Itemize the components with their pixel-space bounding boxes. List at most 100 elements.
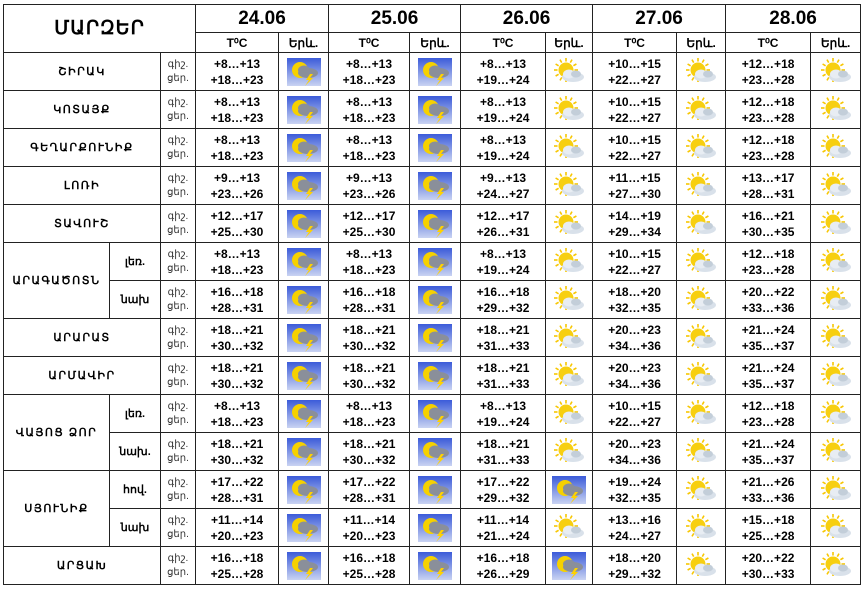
period-labels: գիշ. ցեր.	[160, 280, 196, 319]
day-temp: +27…+30	[608, 186, 661, 201]
night-temp: +18…+21	[342, 360, 396, 375]
region-header: ՄԱՐԶԵՐ	[3, 4, 196, 53]
partly-cloudy-icon	[554, 323, 585, 348]
partly-cloudy-icon	[554, 247, 585, 272]
night-temp: +11…+14	[210, 512, 264, 527]
day-temp: +20…+23	[342, 528, 396, 543]
day-temp: +19…+24	[476, 262, 530, 277]
temperature-cell: +16…+21 +30…+35	[725, 204, 812, 243]
weather-icon-cell	[545, 128, 594, 167]
weather-icon-cell	[277, 280, 330, 319]
region-name: ԱՐՑԱԽ	[3, 546, 161, 585]
day-temp: +23…+28	[741, 148, 795, 163]
day-temp: +33…+36	[741, 490, 795, 505]
weather-icon-cell	[409, 470, 462, 509]
temperature-cell: +20…+22 +33…+36	[725, 280, 812, 319]
night-temp: +10…+15	[608, 56, 661, 71]
partly-cloudy-icon	[686, 475, 717, 500]
partly-cloudy-icon	[686, 285, 717, 310]
weather-icon-cell	[277, 204, 330, 243]
weather-icon-cell	[409, 166, 462, 205]
storm-icon	[552, 551, 587, 580]
partly-cloudy-icon	[686, 133, 717, 158]
temperature-cell: +13…+17 +28…+31	[725, 166, 812, 205]
temperature-cell: +12…+18 +23…+28	[725, 394, 812, 433]
day-temp: +30…+33	[741, 566, 795, 581]
night-temp: +20…+22	[741, 284, 795, 299]
partly-cloudy-icon	[686, 361, 717, 386]
night-temp: +16…+18	[476, 284, 530, 299]
temperature-cell: +16…+18 +28…+31	[195, 280, 279, 319]
temperature-cell: +18…+21 +31…+33	[460, 318, 547, 357]
day-temp: +30…+32	[210, 376, 264, 391]
storm-icon	[286, 57, 321, 86]
night-label: գիշ.	[167, 438, 189, 450]
weather-icon-cell	[810, 432, 862, 471]
storm-icon	[418, 171, 453, 200]
temperature-cell: +16…+18 +28…+31	[328, 280, 411, 319]
weather-icon-cell	[277, 508, 330, 547]
partly-cloudy-icon	[820, 361, 851, 386]
temperature-cell: +18…+20 +32…+35	[592, 280, 678, 319]
night-temp: +16…+18	[476, 550, 530, 565]
storm-icon	[286, 323, 321, 352]
partly-cloudy-icon	[554, 209, 585, 234]
temperature-cell: +12…+18 +23…+28	[725, 90, 812, 129]
night-temp: +8…+13	[213, 132, 261, 147]
temperature-cell: +8…+13 +18…+23	[195, 90, 279, 129]
day-temp: +25…+28	[210, 566, 264, 581]
weather-icon-cell	[277, 128, 330, 167]
night-temp: +20…+23	[608, 360, 661, 375]
partly-cloudy-icon	[820, 323, 851, 348]
temperature-cell: +8…+13 +19…+24	[460, 394, 547, 433]
temperature-cell: +20…+23 +34…+36	[592, 356, 678, 395]
temperature-cell: +8…+13 +18…+23	[195, 394, 279, 433]
period-labels: գիշ. ցեր.	[160, 546, 196, 585]
weather-icon-cell	[810, 470, 862, 509]
region-row: ԱՐԱՐԱՏ գիշ. ցեր. +18…+21 +30…+32 +18…+21 +30…+…	[3, 318, 862, 357]
weather-icon-cell	[810, 204, 862, 243]
weather-icon-cell	[810, 280, 862, 319]
temperature-cell: +18…+21 +30…+32	[328, 356, 411, 395]
period-labels: գիշ. ցեր.	[160, 52, 196, 91]
night-label: գիշ.	[167, 172, 189, 184]
storm-icon	[418, 475, 453, 504]
night-temp: +10…+15	[608, 132, 661, 147]
temperature-cell: +18…+21 +31…+33	[460, 432, 547, 471]
day-temp: +24…+27	[608, 528, 661, 543]
night-temp: +16…+18	[210, 550, 264, 565]
zone-label: նախ	[109, 280, 161, 319]
period-labels: գիշ. ցեր.	[160, 166, 196, 205]
night-temp: +9…+13	[480, 170, 527, 185]
weather-icon-cell	[545, 318, 594, 357]
night-temp: +8…+13	[480, 56, 527, 71]
night-temp: +12…+18	[741, 398, 795, 413]
weather-icon-cell	[676, 318, 727, 357]
region-row: նախ գիշ. ցեր. +11…+14 +20…+23 +11…+14 +20…+23 +…	[4, 508, 862, 547]
day-temp: +33…+36	[741, 300, 795, 315]
night-temp: +17…+22	[476, 474, 530, 489]
day-temp: +21…+24	[476, 528, 530, 543]
temperature-cell: +18…+21 +30…+32	[195, 432, 279, 471]
day-label: ցեր.	[167, 300, 189, 312]
storm-icon	[418, 95, 453, 124]
night-temp: +11…+14	[477, 512, 530, 527]
sky-column-header: Երև.	[409, 32, 462, 53]
night-temp: +21…+24	[741, 360, 795, 375]
temperature-cell: +19…+24 +32…+35	[592, 470, 678, 509]
day-temp: +30…+32	[342, 338, 396, 353]
storm-icon	[418, 399, 453, 428]
period-labels: գիշ. ցեր.	[160, 394, 196, 433]
weather-icon-cell	[810, 318, 862, 357]
storm-icon	[286, 551, 321, 580]
weather-icon-cell	[676, 204, 727, 243]
day-label: ցեր.	[167, 452, 189, 464]
night-label: գիշ.	[167, 248, 189, 260]
partly-cloudy-icon	[686, 57, 717, 82]
partly-cloudy-icon	[554, 57, 585, 82]
storm-icon	[286, 247, 321, 276]
storm-icon	[286, 437, 321, 466]
day-temp: +29…+32	[476, 490, 530, 505]
night-temp: +17…+22	[210, 474, 264, 489]
day-label: ցեր.	[167, 338, 189, 350]
